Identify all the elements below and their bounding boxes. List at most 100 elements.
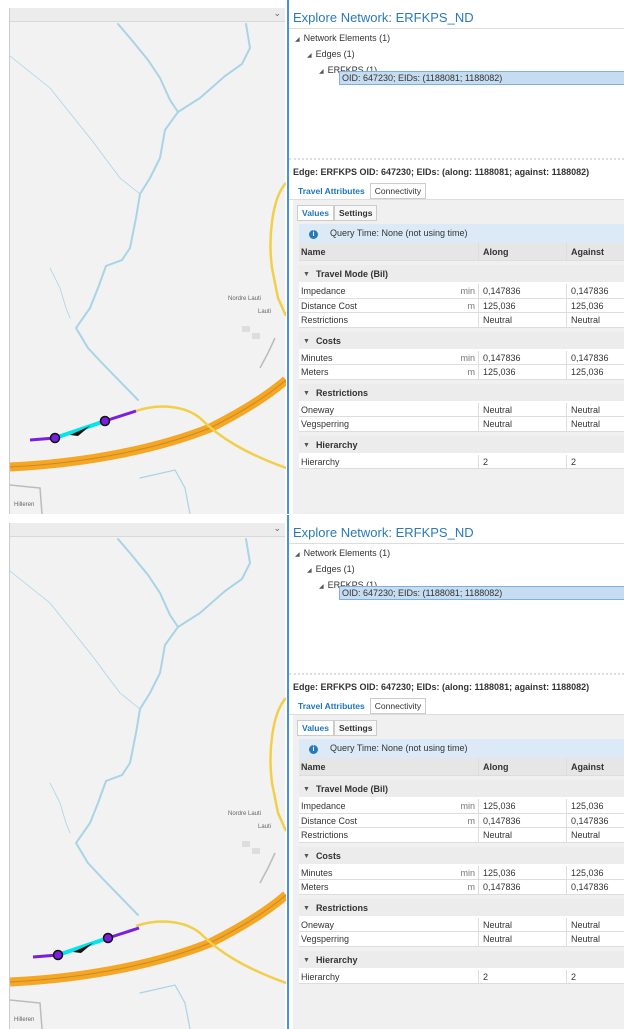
tab-travel-attributes[interactable]: Travel Attributes: [293, 183, 370, 199]
expand-triangle-icon[interactable]: ◢: [295, 552, 300, 558]
attribute-name: Vegsperring: [301, 419, 350, 429]
chevron-down-icon[interactable]: ▼: [303, 389, 310, 397]
group-name: Travel Mode (Bil): [315, 269, 388, 279]
tree-node-selected-edge[interactable]: OID: 647230; EIDs: (1188081; 1188082): [339, 71, 624, 85]
chevron-down-icon[interactable]: ▼: [303, 271, 310, 278]
local-road: [10, 484, 43, 514]
against-value: 0,147836: [571, 882, 609, 892]
tree-node[interactable]: ◢ Edges (1): [295, 47, 390, 63]
map-view[interactable]: ⌄ Nordre Lauti Lauti Hilleren: [9, 523, 286, 1029]
chevron-down-icon[interactable]: ▼: [303, 337, 310, 345]
chevron-down-icon[interactable]: ▼: [303, 786, 310, 793]
chevron-down-icon[interactable]: ▼: [303, 956, 310, 964]
attribute-name-cell: Distance Cost m: [299, 813, 479, 827]
local-road: [259, 852, 276, 884]
chevron-down-icon[interactable]: ▼: [303, 852, 310, 860]
edge-junction: [99, 415, 111, 427]
map-canvas[interactable]: [10, 523, 286, 1029]
along-value: Neutral: [479, 313, 567, 327]
along-value: 125,036: [479, 799, 567, 813]
subtab-values[interactable]: Values: [297, 205, 334, 221]
attribute-row: Meters m 125,036 125,036: [299, 365, 624, 380]
attribute-name-cell: Hierarchy: [299, 969, 479, 983]
group-header[interactable]: ▼ Hierarchy: [299, 435, 624, 455]
group-header[interactable]: ▼ Restrictions: [299, 383, 624, 403]
attribute-row: Hierarchy 2 2: [299, 454, 624, 469]
attribute-unit: m: [467, 882, 476, 892]
column-header-along[interactable]: Along: [479, 758, 567, 775]
against-value: 125,036: [571, 300, 604, 311]
divider: [289, 28, 624, 29]
attribute-name: Distance Cost: [301, 300, 358, 311]
against-value: Neutral: [571, 919, 601, 930]
group-header[interactable]: ▼ Hierarchy: [299, 950, 624, 970]
against-value: Neutral: [571, 315, 601, 325]
against-value: Neutral: [571, 419, 601, 429]
column-header-name[interactable]: Name: [299, 243, 479, 260]
attribute-name: Meters: [301, 882, 329, 892]
tree-node[interactable]: ◢ Network Elements (1): [295, 546, 390, 562]
tree-node-selected-edge[interactable]: OID: 647230; EIDs: (1188081; 1188082): [339, 586, 624, 600]
tab-travel-attributes[interactable]: Travel Attributes: [293, 698, 370, 714]
tree-node[interactable]: ◢ Edges (1): [295, 562, 390, 578]
group-header[interactable]: ▼ Costs: [299, 331, 624, 351]
against-value: 125,036: [571, 367, 604, 377]
attribute-name-cell: Restrictions: [299, 313, 479, 327]
info-icon: i: [309, 745, 318, 754]
map-canvas[interactable]: [10, 8, 286, 514]
selected-edge: [57, 936, 109, 957]
splitter[interactable]: [289, 158, 624, 160]
chevron-down-icon[interactable]: ▼: [303, 441, 310, 449]
attribute-row: Hierarchy 2 2: [299, 969, 624, 984]
minor-road: [135, 920, 286, 985]
subtab-settings[interactable]: Settings: [333, 720, 378, 736]
tree-node[interactable]: ◢ ERFKPS (1): [295, 63, 390, 79]
edge-header: Edge: ERFKPS OID: 647230; EIDs: (along: …: [293, 167, 590, 177]
chevron-down-icon[interactable]: ⌄: [273, 8, 281, 18]
tab-connectivity[interactable]: Connectivity: [369, 183, 427, 199]
tree-node[interactable]: ◢ ERFKPS (1): [295, 578, 390, 594]
attribute-name-cell: Hierarchy: [299, 454, 479, 468]
expand-triangle-icon[interactable]: ◢: [319, 584, 324, 590]
column-header-name[interactable]: Name: [299, 758, 479, 775]
divider: [289, 199, 624, 200]
river: [177, 23, 252, 113]
splitter[interactable]: [289, 673, 624, 675]
chevron-down-icon[interactable]: ⌄: [273, 523, 281, 533]
tab-connectivity[interactable]: Connectivity: [369, 698, 427, 714]
group-header[interactable]: ▼ Travel Mode (Bil): [299, 265, 624, 284]
attributes-grid: i Query Time: None (not using time) Name Al…: [299, 224, 624, 469]
attribute-name-cell: Oneway: [299, 917, 479, 931]
expand-triangle-icon[interactable]: ◢: [319, 69, 324, 75]
divider: [289, 714, 624, 715]
column-header-against[interactable]: Against: [571, 247, 605, 257]
expand-triangle-icon[interactable]: ◢: [295, 37, 300, 43]
explore-network-pane: Explore Network: ERFKPS_ND ◢ Network Eleme…: [287, 0, 624, 514]
along-value: 0,147836: [479, 813, 567, 827]
against-value: 0,147836: [571, 352, 609, 363]
subtab-settings[interactable]: Settings: [333, 205, 378, 221]
attribute-name-cell: Impedance min: [299, 799, 479, 813]
subtab-values[interactable]: Values: [297, 720, 334, 736]
attribute-name: Restrictions: [301, 315, 349, 325]
group-header[interactable]: ▼ Costs: [299, 846, 624, 866]
attribute-name: Meters: [301, 367, 329, 377]
query-time-text: Query Time: None (not using time): [330, 743, 468, 753]
query-time-banner: i Query Time: None (not using time): [299, 224, 624, 243]
attribute-name: Oneway: [301, 404, 335, 415]
group-header[interactable]: ▼ Travel Mode (Bil): [299, 780, 624, 799]
chevron-down-icon[interactable]: ▼: [303, 904, 310, 912]
expand-triangle-icon[interactable]: ◢: [307, 568, 312, 574]
group-header[interactable]: ▼ Restrictions: [299, 898, 624, 918]
along-value: Neutral: [479, 828, 567, 842]
attribute-name: Vegsperring: [301, 934, 350, 944]
attribute-row: Impedance min 0,147836 0,147836: [299, 284, 624, 299]
attribute-name-cell: Oneway: [299, 402, 479, 416]
local-road: [259, 337, 276, 369]
tree-node[interactable]: ◢ Network Elements (1): [295, 31, 390, 47]
column-header-along[interactable]: Along: [479, 243, 567, 260]
map-view[interactable]: ⌄ Nordre Lauti Lauti Hilleren: [9, 8, 286, 514]
grid-header: Name Along Against: [299, 758, 624, 776]
column-header-against[interactable]: Against: [571, 762, 605, 772]
expand-triangle-icon[interactable]: ◢: [307, 53, 312, 59]
